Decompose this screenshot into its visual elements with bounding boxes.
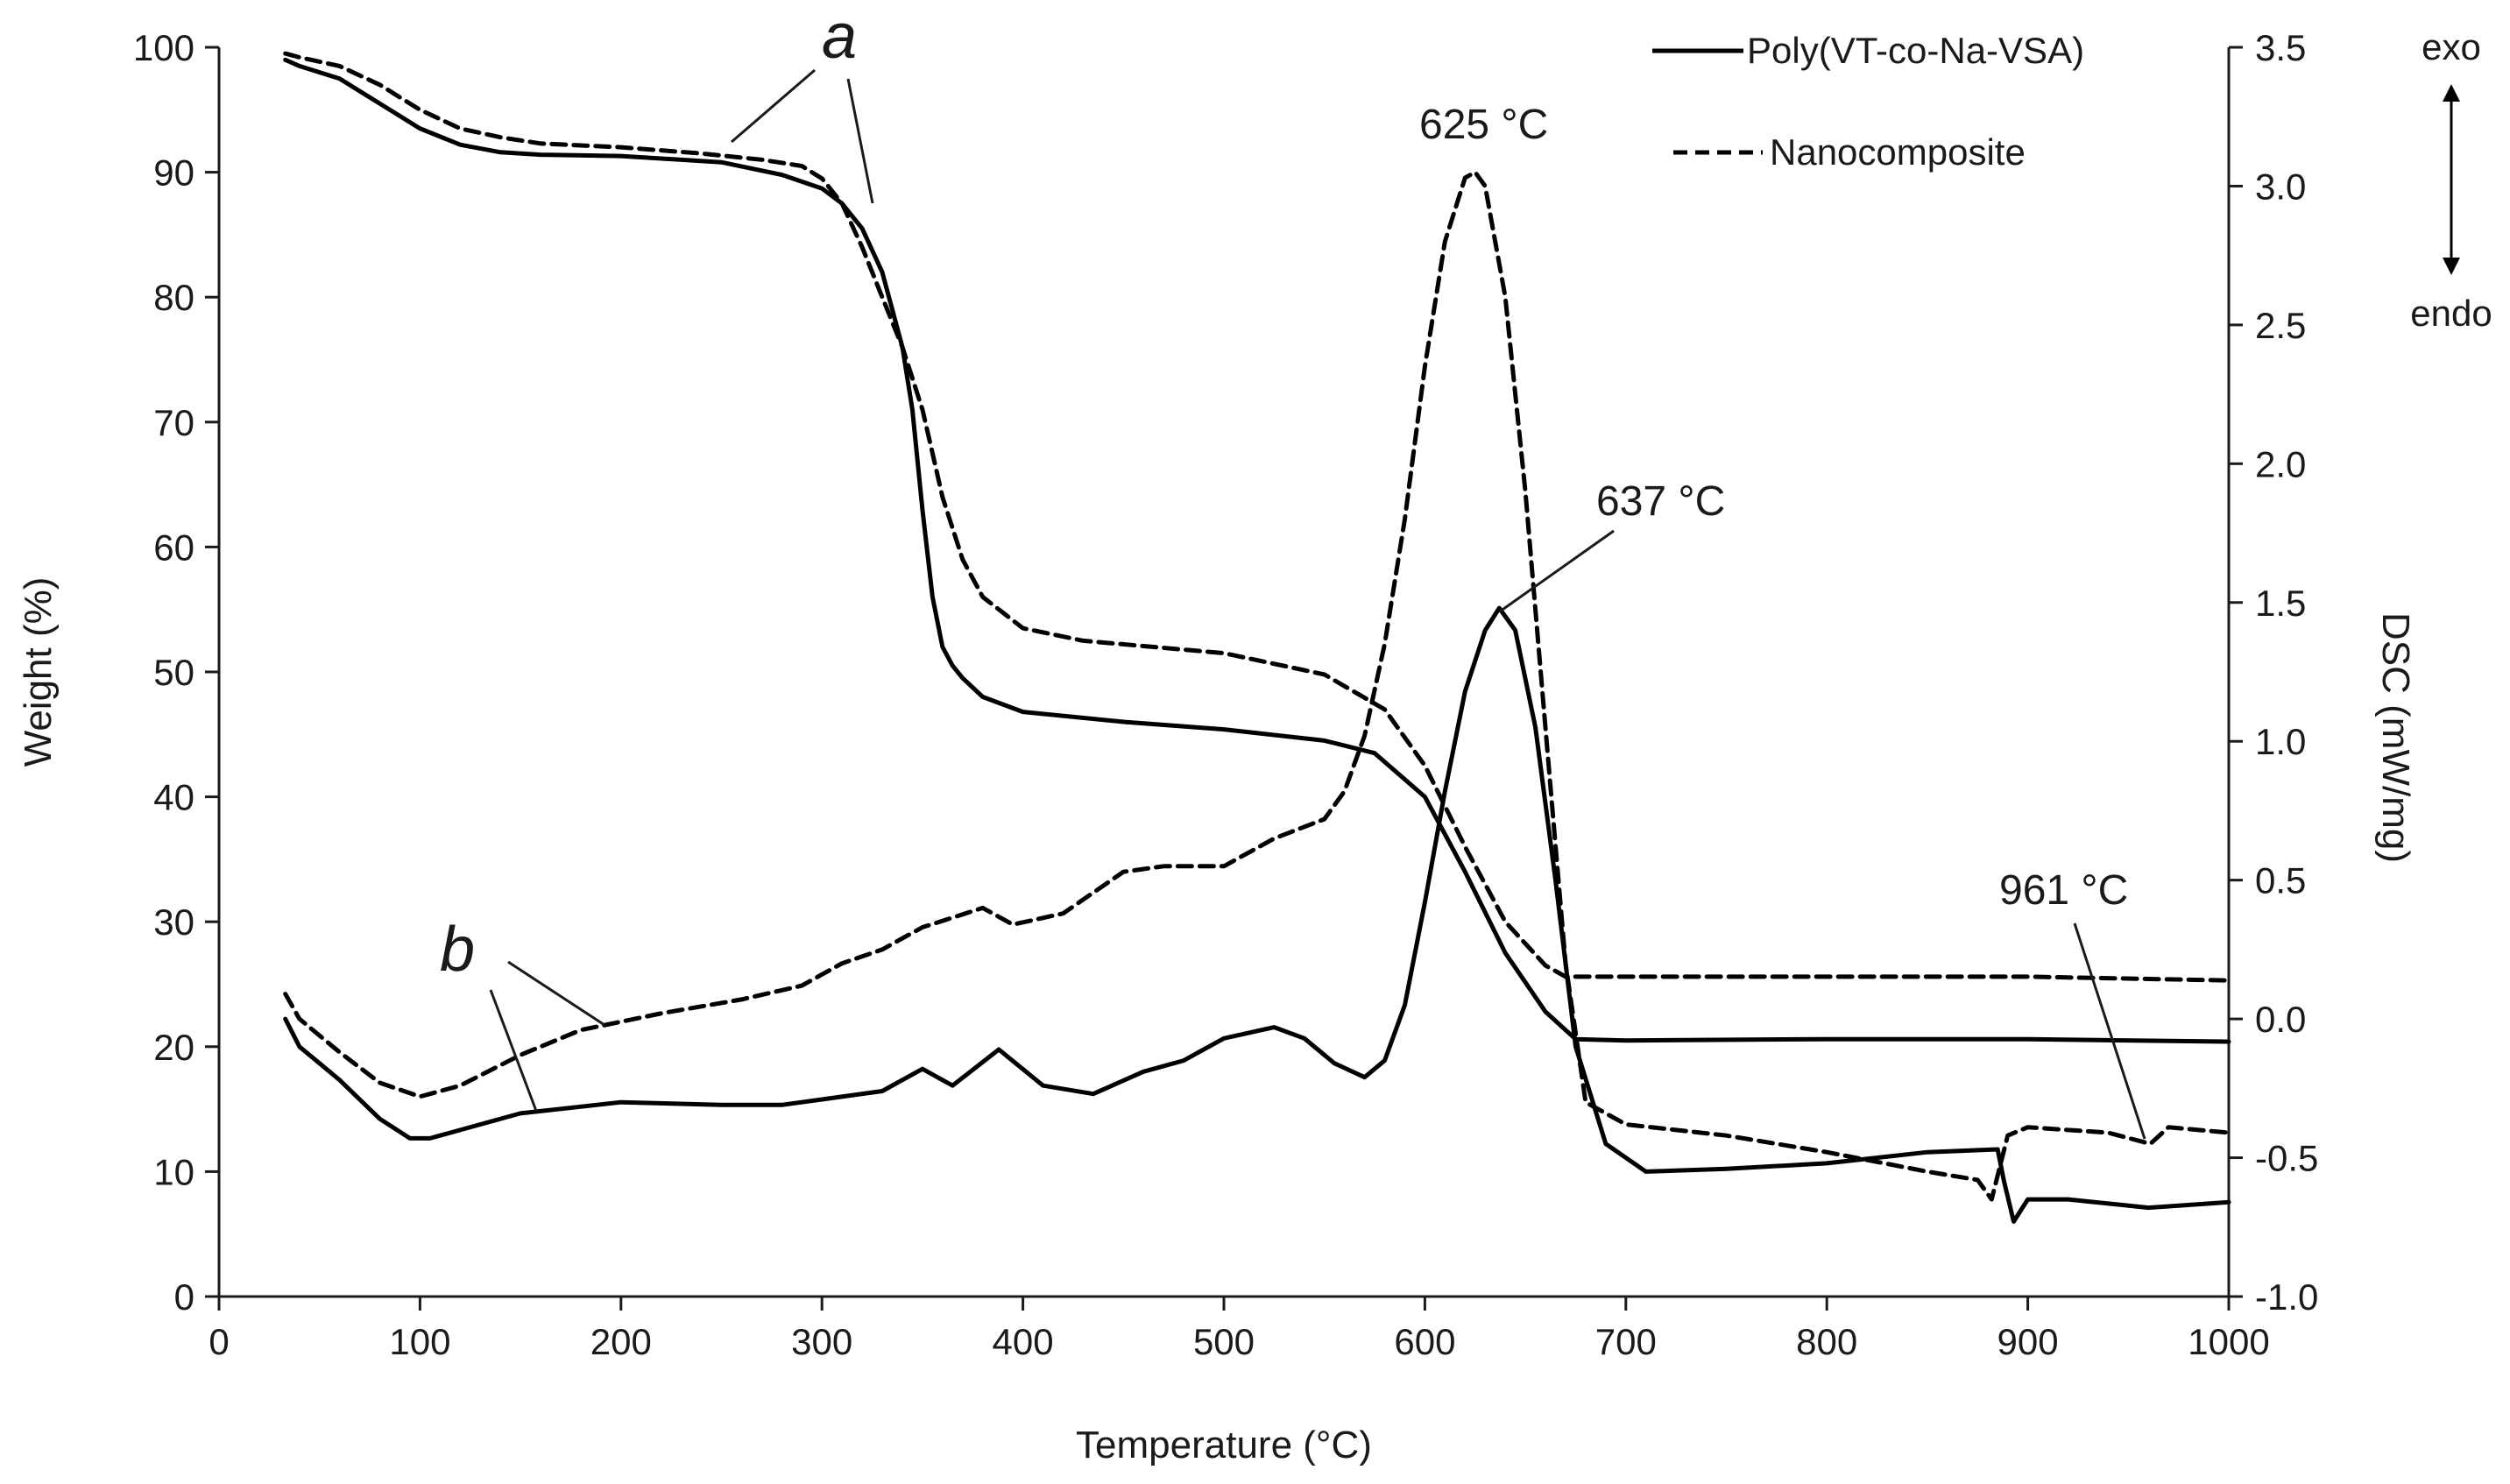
right-y-tick-label: 2.5 bbox=[2255, 305, 2306, 346]
x-tick-label: 500 bbox=[1193, 1321, 1255, 1362]
left-y-tick-label: 30 bbox=[153, 901, 194, 943]
right-y-tick-label: -1.0 bbox=[2255, 1276, 2318, 1318]
right-y-tick-label: 3.0 bbox=[2255, 166, 2306, 207]
tga-polymer-line bbox=[283, 57, 2231, 1044]
endo-arrowhead-icon bbox=[2443, 258, 2460, 275]
left-y-tick-label: 40 bbox=[153, 777, 194, 818]
x-tick-label: 200 bbox=[590, 1321, 652, 1362]
x-tick-label: 100 bbox=[389, 1321, 450, 1362]
left-y-tick-label: 90 bbox=[153, 152, 194, 194]
left-y-axis-ticks: 0 10 20 30 40 50 60 70 80 90 100 bbox=[133, 27, 219, 1318]
right-y-tick-label: -0.5 bbox=[2255, 1138, 2318, 1179]
legend-label-polymer: Poly(VT-co-Na-VSA) bbox=[1747, 30, 2084, 71]
x-tick-label: 600 bbox=[1394, 1321, 1455, 1362]
curve-label-b: b bbox=[440, 915, 475, 985]
left-y-tick-label: 60 bbox=[153, 526, 194, 568]
annotation-625: 625 °C bbox=[1419, 102, 1548, 148]
left-y-tick-label: 100 bbox=[133, 27, 194, 68]
left-y-tick-label: 10 bbox=[153, 1151, 194, 1192]
leader-a-solid bbox=[846, 78, 874, 204]
dsc-nanocomposite-line bbox=[283, 170, 2231, 1202]
curve-labels: a b bbox=[440, 2, 874, 1112]
left-y-tick-label: 50 bbox=[153, 652, 194, 693]
peak-annotations: 625 °C 637 °C 961 °C bbox=[1419, 102, 2146, 1140]
leader-b-solid bbox=[489, 989, 538, 1112]
right-y-tick-label: 0.0 bbox=[2255, 999, 2306, 1040]
endo-label: endo bbox=[2410, 293, 2492, 334]
x-tick-label: 800 bbox=[1796, 1321, 1857, 1362]
leader-b-dashed bbox=[507, 960, 605, 1027]
annotation-961: 961 °C bbox=[1999, 867, 2128, 914]
right-y-tick-label: 3.5 bbox=[2255, 27, 2306, 68]
x-axis-ticks: 0 100 200 300 400 500 600 700 800 900 1000 bbox=[209, 1297, 2270, 1362]
right-y-tick-label: 1.5 bbox=[2255, 583, 2306, 624]
left-y-tick-label: 20 bbox=[153, 1027, 194, 1068]
tga-nanocomposite-line bbox=[283, 51, 2231, 983]
exo-endo-indicator: exo endo bbox=[2410, 26, 2492, 334]
leader-a-dashed bbox=[731, 68, 816, 144]
right-y-tick-label: 0.5 bbox=[2255, 860, 2306, 901]
leader-637 bbox=[1499, 529, 1615, 613]
right-y-axis-ticks: -1.0 -0.5 0.0 0.5 1.0 1.5 2.0 2.5 3.0 3.5 bbox=[2229, 27, 2318, 1318]
x-axis-title: Temperature (°C) bbox=[1076, 1424, 1372, 1466]
x-tick-label: 0 bbox=[209, 1321, 229, 1362]
exo-label: exo bbox=[2422, 26, 2481, 67]
curve-label-a: a bbox=[822, 2, 857, 72]
series-lines bbox=[283, 51, 2231, 1224]
leader-961 bbox=[2073, 922, 2146, 1140]
x-tick-label: 700 bbox=[1595, 1321, 1657, 1362]
x-tick-label: 1000 bbox=[2188, 1321, 2269, 1362]
plot-frame bbox=[217, 47, 2231, 1298]
left-y-axis-title: Weight (%) bbox=[17, 577, 60, 767]
dsc-polymer-line bbox=[283, 605, 2231, 1224]
legend: Poly(VT-co-Na-VSA) Nanocomposite bbox=[1652, 30, 2084, 173]
right-y-tick-label: 1.0 bbox=[2255, 721, 2306, 762]
left-y-tick-label: 70 bbox=[153, 402, 194, 443]
x-tick-label: 400 bbox=[993, 1321, 1054, 1362]
right-y-tick-label: 2.0 bbox=[2255, 443, 2306, 484]
left-y-tick-label: 0 bbox=[174, 1276, 194, 1318]
left-y-tick-label: 80 bbox=[153, 277, 194, 318]
exo-arrowhead-icon bbox=[2443, 84, 2460, 102]
legend-label-nanocomposite: Nanocomposite bbox=[1770, 131, 2026, 173]
annotation-637: 637 °C bbox=[1596, 478, 1725, 525]
x-tick-label: 300 bbox=[791, 1321, 852, 1362]
x-tick-label: 900 bbox=[1997, 1321, 2059, 1362]
right-y-axis-title: DSC (mW/mg) bbox=[2374, 612, 2417, 863]
